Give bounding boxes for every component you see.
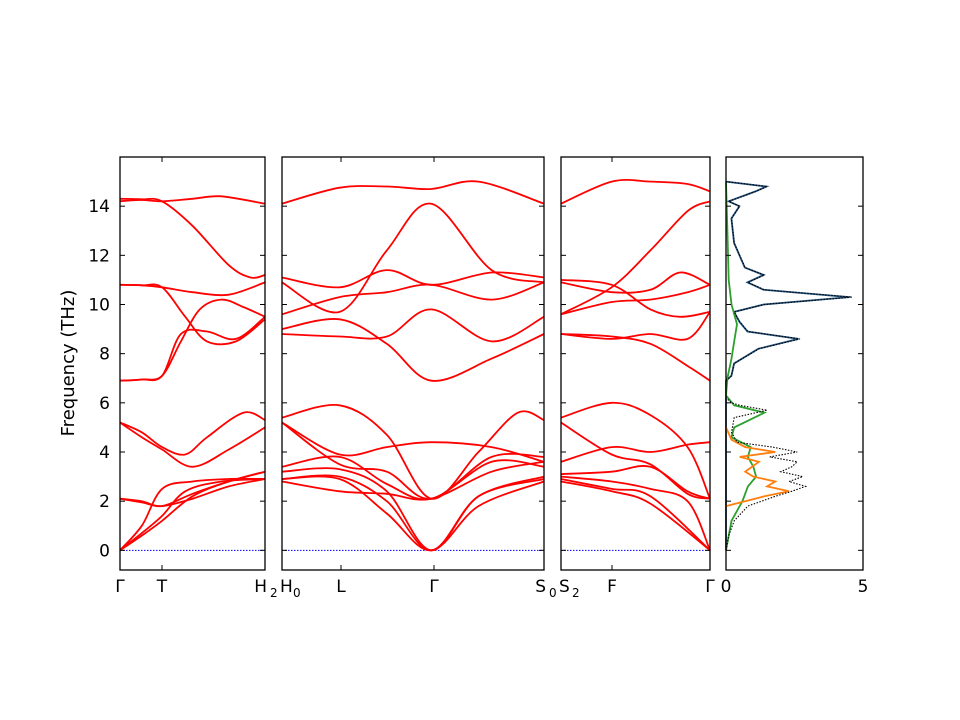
phonon-band-line	[560, 478, 711, 551]
phonon-band-line	[281, 475, 545, 552]
phonon-band-line	[560, 200, 711, 316]
phonon-band-line	[119, 477, 266, 551]
phonon-band-line	[281, 474, 545, 552]
y-tick-label: 14	[88, 197, 110, 217]
phonon-band-line	[560, 401, 711, 500]
phonon-band-line	[281, 421, 545, 463]
panel-frame	[119, 156, 266, 571]
y-tick-label: 8	[99, 345, 110, 365]
phonon-band-line	[281, 467, 545, 552]
phonon-band-line	[119, 281, 266, 297]
phonon-band-line	[560, 178, 711, 205]
phonon-band-line	[281, 460, 545, 501]
phonon-band-line	[119, 197, 266, 279]
phonon-band-line	[560, 271, 711, 294]
dos-x-tick-label: 5	[858, 577, 869, 597]
phonon-band-line	[560, 480, 711, 552]
phonon-band-line	[119, 316, 266, 382]
phonon-band-line	[281, 308, 545, 343]
phonon-band-line	[281, 421, 545, 500]
phonon-band-line	[119, 478, 266, 552]
phonon-band-line	[560, 283, 711, 316]
q-point-label: F	[607, 577, 617, 597]
q-point-label: Γ	[115, 577, 125, 597]
dos-series-line	[725, 181, 768, 551]
q-point-subscript: 0	[549, 586, 557, 600]
q-point-label: Γ	[429, 577, 439, 597]
y-tick-label: 2	[99, 492, 110, 512]
phonon-band-line	[281, 180, 545, 205]
phonon-band-line	[560, 475, 711, 551]
q-point-label: T	[156, 577, 168, 597]
y-tick-label: 12	[88, 246, 110, 266]
q-point-label: S	[559, 577, 570, 597]
panel-frame	[281, 156, 545, 571]
q-point-label: H	[280, 577, 293, 597]
panel-frame	[560, 156, 711, 571]
phonon-band-line	[119, 421, 266, 468]
phonon-band-line	[560, 465, 711, 500]
q-point-label: S	[535, 577, 546, 597]
dos-series-line	[725, 427, 790, 507]
y-tick-label: 6	[99, 394, 110, 414]
phonon-band-line	[119, 411, 266, 456]
phonon-band-line	[281, 202, 545, 314]
q-point-subscript: 0	[293, 586, 301, 600]
q-point-label: H	[254, 577, 267, 597]
phonon-band-line	[560, 441, 711, 463]
q-point-label: L	[336, 577, 346, 597]
phonon-band-line	[281, 455, 545, 501]
q-point-label: Γ	[705, 577, 715, 597]
q-point-subscript: 2	[572, 586, 580, 600]
phonon-band-line	[119, 298, 266, 382]
phonon-band-line	[119, 470, 266, 508]
y-tick-label: 4	[99, 443, 110, 463]
phonon-band-line	[560, 279, 711, 318]
y-axis-label-group: Frequency (THz)	[58, 290, 79, 437]
dos-frame	[725, 156, 864, 571]
phonon-band-line	[119, 478, 266, 508]
y-axis-label: Frequency (THz)	[58, 290, 79, 437]
dos-x-tick-label: 0	[721, 577, 732, 597]
phonon-band-line	[560, 333, 711, 382]
y-tick-label: 0	[99, 541, 110, 561]
phonon-band-line	[119, 195, 266, 205]
phonon-band-line	[560, 311, 711, 341]
phonon-band-line	[281, 281, 545, 316]
phonon-band-line	[281, 318, 545, 382]
phonon-band-line	[560, 421, 711, 500]
y-tick-label: 10	[88, 296, 110, 316]
phonon-band-line	[281, 269, 545, 289]
q-point-subscript: 2	[270, 586, 278, 600]
